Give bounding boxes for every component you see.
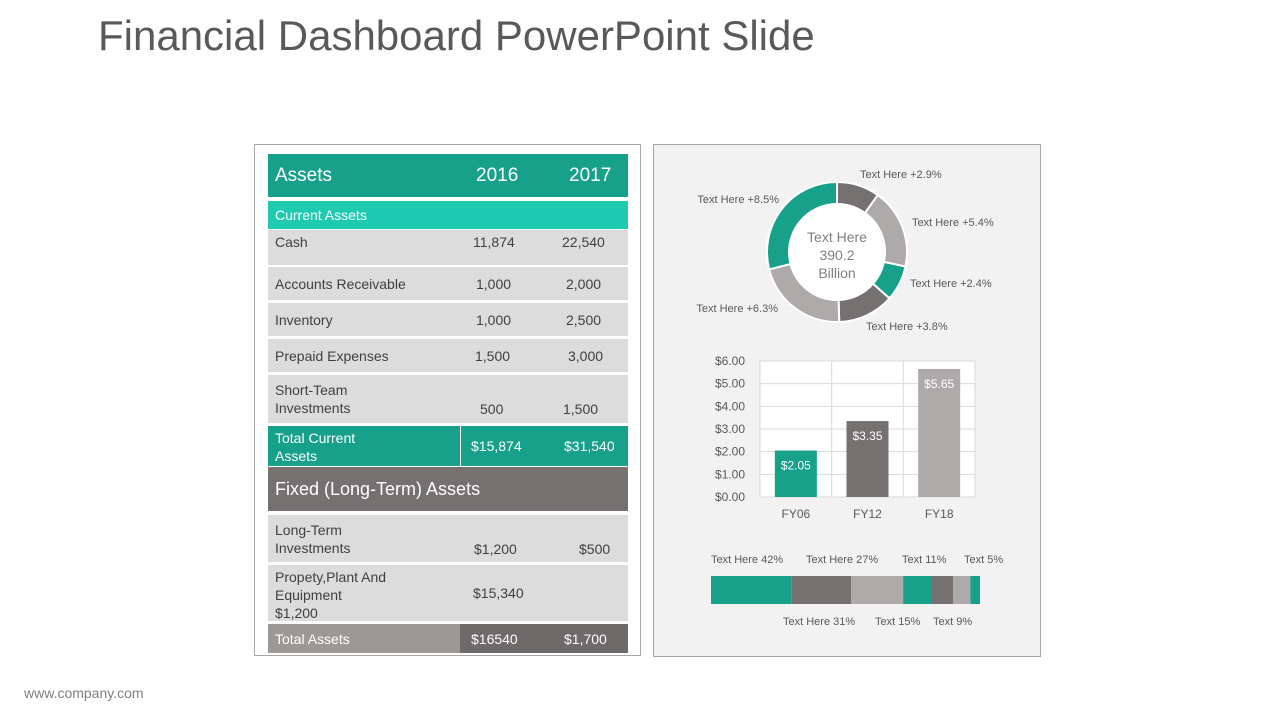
donut-slice-label: Text Here +6.3% — [696, 303, 778, 315]
bar — [918, 368, 961, 497]
table-row: Cash 11,874 22,540 — [268, 230, 628, 265]
row-2016: 1,000 — [476, 311, 512, 328]
row-label: Accounts Receivable — [275, 275, 406, 292]
bar-data-label: $3.35 — [852, 429, 882, 443]
row-2016: $1,200 — [474, 541, 517, 557]
bar-x-tick-label: FY18 — [925, 507, 954, 521]
row-2017: 2,500 — [566, 311, 602, 328]
donut-center-text: Billion — [818, 265, 855, 281]
bar-y-tick-label: $2.00 — [715, 445, 745, 459]
row-2016: 1,500 — [475, 347, 511, 364]
donut-slice-label: Text Here +8.5% — [697, 194, 779, 206]
row-2017: 3,000 — [568, 347, 604, 364]
bar-y-tick-label: $3.00 — [715, 422, 745, 436]
header-assets: Assets — [275, 164, 333, 186]
stacked-segment — [970, 576, 980, 604]
stacked-segment — [931, 576, 954, 604]
bar-y-tick-label: $1.00 — [715, 467, 745, 481]
row-2016: 1,000 — [476, 275, 512, 292]
section-label: Current Assets — [275, 207, 367, 223]
assets-table-panel: Assets 2016 2017 Current Assets Cash 11,… — [254, 144, 641, 656]
total-assets-row: Total Assets $16540 $1,700 — [268, 624, 628, 653]
table-row: Short-Team Investments 500 1,500 — [268, 375, 628, 423]
row-label: Long-Term Investments — [275, 522, 351, 556]
stacked-segment — [791, 576, 852, 604]
bar-y-tick-label: $6.00 — [715, 354, 745, 368]
row-2017: 2,000 — [566, 275, 602, 292]
bar-data-label: $2.05 — [781, 459, 811, 473]
row-label: Short-Team Investments — [275, 382, 351, 416]
donut-slice-label: Text Here +2.4% — [910, 278, 992, 290]
row-label: Total Assets — [275, 630, 350, 647]
header-2016: 2016 — [476, 164, 519, 186]
row-2016: 500 — [480, 401, 504, 417]
bar-x-tick-label: FY12 — [853, 507, 882, 521]
donut-slice-label: Text Here +2.9% — [860, 169, 942, 181]
table-row: Propety,Plant And Equipment $1,200 $15,3… — [268, 565, 628, 621]
row-label: Inventory — [275, 311, 333, 328]
stacked-segment-label: Text 15% — [875, 616, 920, 628]
row-2016: $15,340 — [473, 585, 524, 601]
stacked-segment-label: Text Here 31% — [783, 616, 855, 628]
row-2017 — [560, 565, 620, 621]
donut-center-text: 390.2 — [819, 247, 854, 263]
bar — [846, 421, 889, 497]
table-row: Prepaid Expenses 1,500 3,000 — [268, 339, 628, 372]
section-label: Fixed (Long-Term) Assets — [275, 478, 481, 499]
donut-slice-label: Text Here +5.4% — [912, 217, 994, 229]
current-assets-section: Current Assets — [268, 201, 628, 229]
donut-center-text: Text Here — [807, 229, 867, 245]
footer-url: www.company.com — [24, 685, 144, 701]
stacked-segment-label: Text Here 27% — [806, 554, 878, 566]
row-2017: 1,500 — [563, 401, 599, 417]
row-2016: $15,874 — [471, 438, 522, 454]
header-2017: 2017 — [569, 164, 612, 186]
table-row: Accounts Receivable 1,000 2,000 — [268, 267, 628, 300]
row-label: Total Current Assets — [275, 430, 356, 464]
bar-data-label: $5.65 — [924, 377, 954, 391]
stacked-segment — [851, 576, 904, 604]
donut-slice-label: Text Here +3.8% — [866, 321, 948, 333]
total-current-values-bg — [460, 426, 628, 466]
slide-title: Financial Dashboard PowerPoint Slide — [98, 12, 815, 59]
stacked-segment — [711, 576, 792, 604]
charts-panel: Text Here +2.9% Text Here +5.4% Text Here … — [653, 144, 1041, 657]
charts-svg: Text Here +2.9% Text Here +5.4% Text Here … — [696, 169, 1003, 628]
table-row: Long-Term Investments $1,200 $500 — [268, 515, 628, 562]
total-current-assets-row: Total Current Assets $15,874 $31,540 — [268, 426, 628, 466]
row-2017: $31,540 — [564, 438, 615, 454]
row-2017: 22,540 — [562, 234, 605, 250]
row-2016: $16540 — [471, 630, 518, 647]
bar-y-tick-label: $0.00 — [715, 490, 745, 504]
bar-y-tick-label: $5.00 — [715, 377, 745, 391]
row-label: Propety,Plant And Equipment $1,200 — [275, 569, 387, 621]
stacked-segment-label: Text 9% — [933, 616, 972, 628]
row-label: Prepaid Expenses — [275, 347, 389, 364]
row-2017: $1,700 — [564, 630, 607, 647]
table-header-row: Assets 2016 2017 — [268, 154, 628, 197]
donut-center — [790, 205, 884, 299]
donut-slice — [766, 180, 838, 271]
stacked-segment-label: Text Here 42% — [711, 554, 783, 566]
row-label: Cash — [275, 234, 308, 250]
stacked-segment — [953, 576, 971, 604]
total-assets-values-bg — [460, 624, 628, 653]
stacked-segment — [903, 576, 932, 604]
stacked-segment-label: Text 11% — [902, 554, 947, 566]
bar-y-tick-label: $4.00 — [715, 399, 745, 413]
stacked-segment-label: Text 5% — [964, 554, 1003, 566]
bar — [774, 450, 817, 497]
row-2017: $500 — [579, 541, 611, 557]
table-row: Inventory 1,000 2,500 — [268, 303, 628, 336]
bar-x-tick-label: FY06 — [781, 507, 810, 521]
row-2016: 11,874 — [473, 234, 515, 250]
fixed-assets-section: Fixed (Long-Term) Assets — [268, 467, 628, 511]
